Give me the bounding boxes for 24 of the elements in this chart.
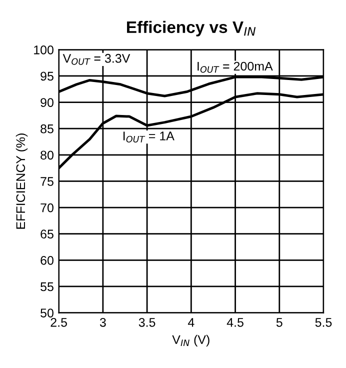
y-tick-label: 80 — [40, 150, 54, 160]
y-tick-label: 95 — [40, 72, 54, 81]
y-tick-label: 60 — [40, 256, 54, 265]
y-tick-label: 85 — [40, 124, 54, 134]
x-tick-label: 3 — [100, 318, 106, 327]
x-axis-title: V$_{IN}$ (V) — [172, 334, 210, 347]
y-tick-label: 50 — [40, 308, 54, 318]
y-tick-label: 75 — [40, 177, 54, 186]
x-tick-label: 4.5 — [226, 318, 244, 327]
y-tick-label: 90 — [40, 98, 54, 107]
y-tick-label: 70 — [40, 203, 54, 212]
y-tick-label: 65 — [40, 230, 54, 239]
series-label: I$_{OUT}$ = 200mA — [198, 62, 273, 73]
y-tick-label: 55 — [40, 282, 54, 292]
x-tick-label: 5 — [276, 318, 282, 327]
y-tick-label: 100 — [34, 45, 54, 54]
chart-title: Efficiency vs V$_{IN}$ — [127, 20, 256, 36]
annotation: V$_{OUT}$ = 3.3V — [62, 54, 130, 65]
series-label: I$_{OUT}$ = 1A — [124, 132, 174, 142]
x-tick-label: 4 — [188, 318, 194, 327]
x-tick-label: 5.5 — [315, 318, 332, 327]
y-axis-title: EFFICIENCY (%) — [16, 134, 28, 229]
x-tick-label: 2.5 — [50, 318, 67, 327]
x-tick-label: 3.5 — [138, 318, 156, 327]
